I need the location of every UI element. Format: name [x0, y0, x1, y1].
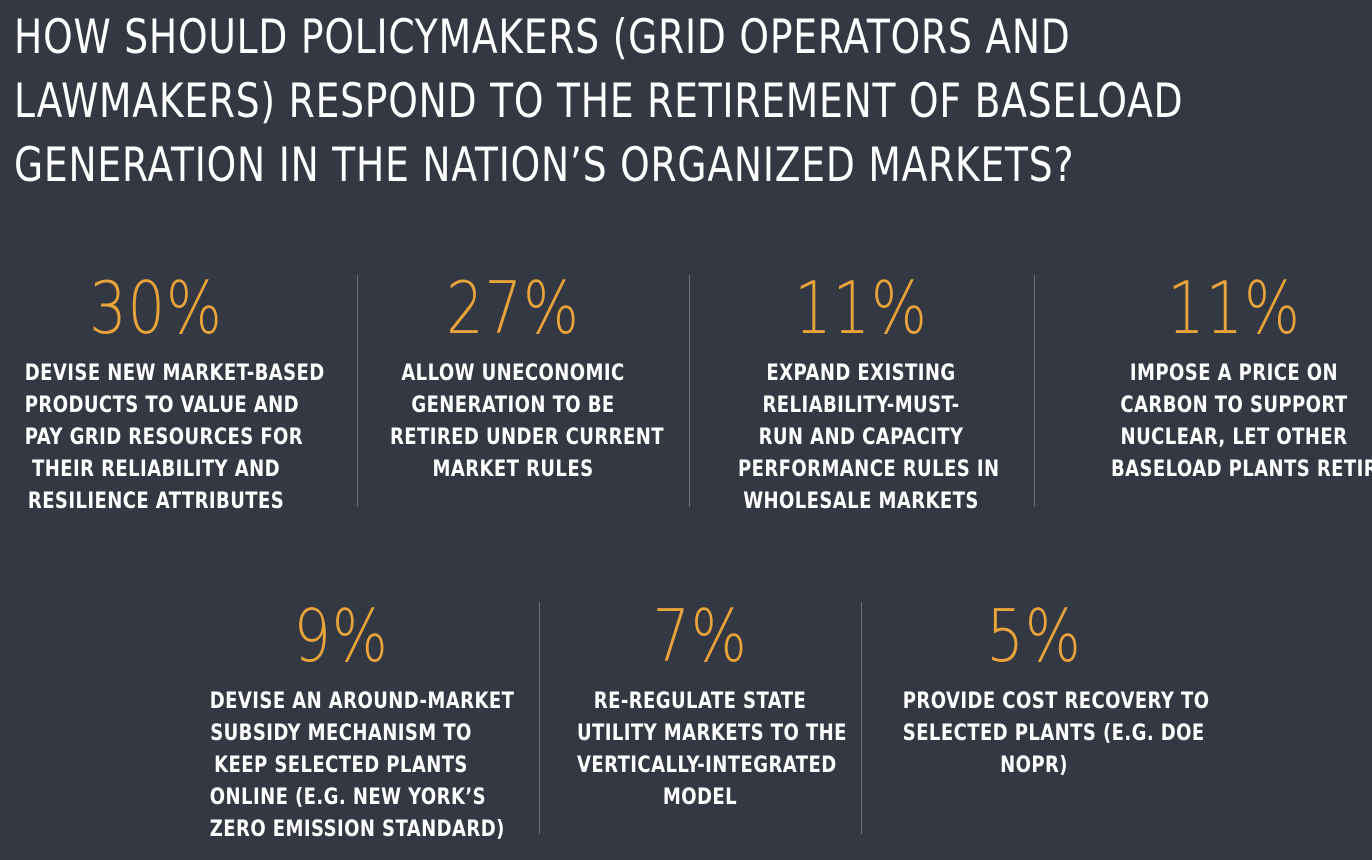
stat-value: 5% — [986, 594, 1082, 678]
stat-label-line: PAY GRID RESOURCES FOR — [24, 425, 304, 450]
stat-label-line: THEIR RELIABILITY AND — [32, 457, 280, 482]
title-line-2: LAWMAKERS) RESPOND TO THE RETIREMENT OF … — [14, 74, 1184, 129]
stat-label: DEVISE AN AROUND-MARKET SUBSIDY MECHANISM… — [209, 686, 515, 846]
column-divider — [539, 602, 540, 834]
stat-label-line: SUBSIDY MECHANISM TO — [210, 721, 472, 746]
stat-label-line: EXPAND EXISTING — [766, 361, 956, 386]
stat-label-line: NUCLEAR, LET OTHER — [1120, 425, 1348, 450]
stat-label: IMPOSE A PRICE ON CARBON TO SUPPORT NUCLEA… — [1111, 358, 1372, 486]
stat-label-line: ZERO EMISSION STANDARD) — [209, 817, 505, 842]
column-divider — [357, 275, 358, 507]
stat-label-line: DEVISE NEW MARKET-BASED — [24, 361, 325, 386]
stat-label-line: DEVISE AN AROUND-MARKET — [209, 689, 515, 714]
stat-item: 9% DEVISE AN AROUND-MARKET SUBSIDY MECHANI… — [181, 594, 515, 846]
stat-label-line: RELIABILITY-MUST- — [762, 393, 960, 418]
stat-item: 5% PROVIDE COST RECOVERY TO SELECTED PLANT… — [874, 594, 1210, 782]
stat-value: 30% — [89, 266, 223, 350]
stat-label-line: ALLOW UNECONOMIC — [401, 361, 625, 386]
stat-label-line: RE-REGULATE STATE — [593, 689, 807, 714]
stat-item: 27% ALLOW UNECONOMIC GENERATION TO BE RETIR… — [363, 266, 664, 486]
stat-label: ALLOW UNECONOMIC GENERATION TO BE RETIRED … — [390, 358, 664, 486]
stat-item: 11% EXPAND EXISTING RELIABILITY-MUST- RUN A… — [711, 268, 1011, 518]
column-divider — [689, 275, 690, 507]
stat-item: 7% RE-REGULATE STATE UTILITY MARKETS TO TH… — [550, 596, 850, 814]
stat-value: 11% — [794, 266, 928, 350]
page-title: HOW SHOULD POLICYMAKERS (GRID OPERATORS … — [14, 6, 1184, 198]
stat-label-line: ONLINE (E.G. NEW YORK’S — [209, 785, 487, 810]
stat-label-line: GENERATION TO BE — [411, 393, 615, 418]
stat-value: 27% — [446, 266, 580, 350]
stat-label-line: MODEL — [662, 785, 738, 810]
stat-label-line: RUN AND CAPACITY — [758, 425, 964, 450]
title-line-3: GENERATION IN THE NATION’S ORGANIZED MAR… — [14, 138, 1075, 193]
stat-label-line: SELECTED PLANTS (E.G. DOE — [902, 721, 1205, 746]
title-line-1: HOW SHOULD POLICYMAKERS (GRID OPERATORS … — [14, 10, 1071, 65]
column-divider — [861, 602, 862, 834]
stat-label-line: MARKET RULES — [432, 457, 594, 482]
stat-label-line: WHOLESALE MARKETS — [743, 489, 979, 514]
stat-label-line: BASELOAD PLANTS RETIRE — [1111, 457, 1372, 482]
stat-label-line: RETIRED UNDER CURRENT — [390, 425, 664, 450]
stat-value: 11% — [1167, 266, 1301, 350]
stat-label-line: RESILIENCE ATTRIBUTES — [27, 489, 285, 514]
column-divider — [1034, 275, 1035, 507]
stat-item: 11% IMPOSE A PRICE ON CARBON TO SUPPORT NUC… — [1084, 268, 1372, 486]
stat-label-line: KEEP SELECTED PLANTS — [214, 753, 468, 778]
stat-label-line: CARBON TO SUPPORT — [1120, 393, 1348, 418]
stat-label-line: PROVIDE COST RECOVERY TO — [902, 689, 1210, 714]
stat-value: 9% — [293, 594, 389, 678]
stat-label: RE-REGULATE STATE UTILITY MARKETS TO THE V… — [577, 686, 847, 814]
stat-label-line: PERFORMANCE RULES IN — [738, 457, 1000, 482]
stat-label: DEVISE NEW MARKET-BASED PRODUCTS TO VALUE… — [24, 358, 325, 518]
stat-label-line: NOPR) — [1000, 753, 1068, 778]
stat-label-line: IMPOSE A PRICE ON — [1129, 361, 1339, 386]
stat-item: 30% DEVISE NEW MARKET-BASED PRODUCTS TO VA… — [0, 266, 325, 518]
stat-label: EXPAND EXISTING RELIABILITY-MUST- RUN AND … — [738, 358, 1000, 518]
stat-label-line: PRODUCTS TO VALUE AND — [24, 393, 300, 418]
stat-label-line: UTILITY MARKETS TO THE — [577, 721, 847, 746]
stat-label: PROVIDE COST RECOVERY TO SELECTED PLANTS … — [902, 686, 1210, 782]
stat-label-line: VERTICALLY-INTEGRATED — [577, 753, 837, 778]
stat-value: 7% — [652, 594, 748, 678]
